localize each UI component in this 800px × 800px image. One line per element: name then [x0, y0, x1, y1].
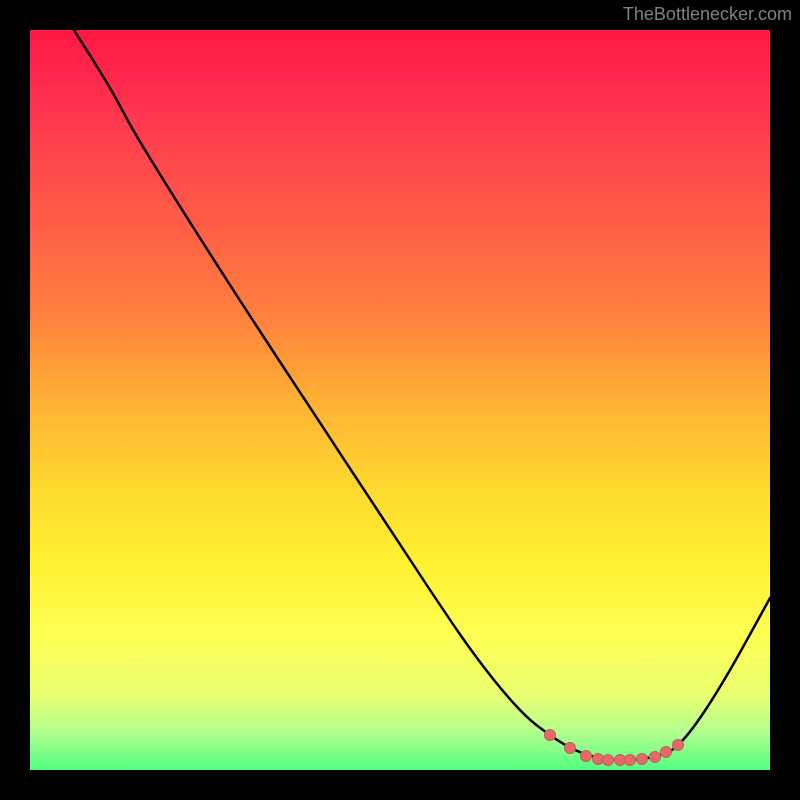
marker-point	[650, 752, 661, 763]
plot-area	[30, 30, 770, 770]
marker-point	[565, 743, 576, 754]
marker-point	[545, 730, 556, 741]
marker-point	[661, 747, 672, 758]
marker-point	[581, 751, 592, 762]
curve-layer	[30, 30, 770, 770]
marker-point	[625, 755, 636, 766]
watermark-text: TheBottlenecker.com	[623, 4, 792, 25]
marker-point	[593, 754, 604, 765]
bottleneck-curve	[74, 30, 770, 760]
marker-point	[603, 755, 614, 766]
marker-point	[673, 740, 684, 751]
marker-point	[615, 755, 626, 766]
marker-point	[637, 754, 648, 765]
